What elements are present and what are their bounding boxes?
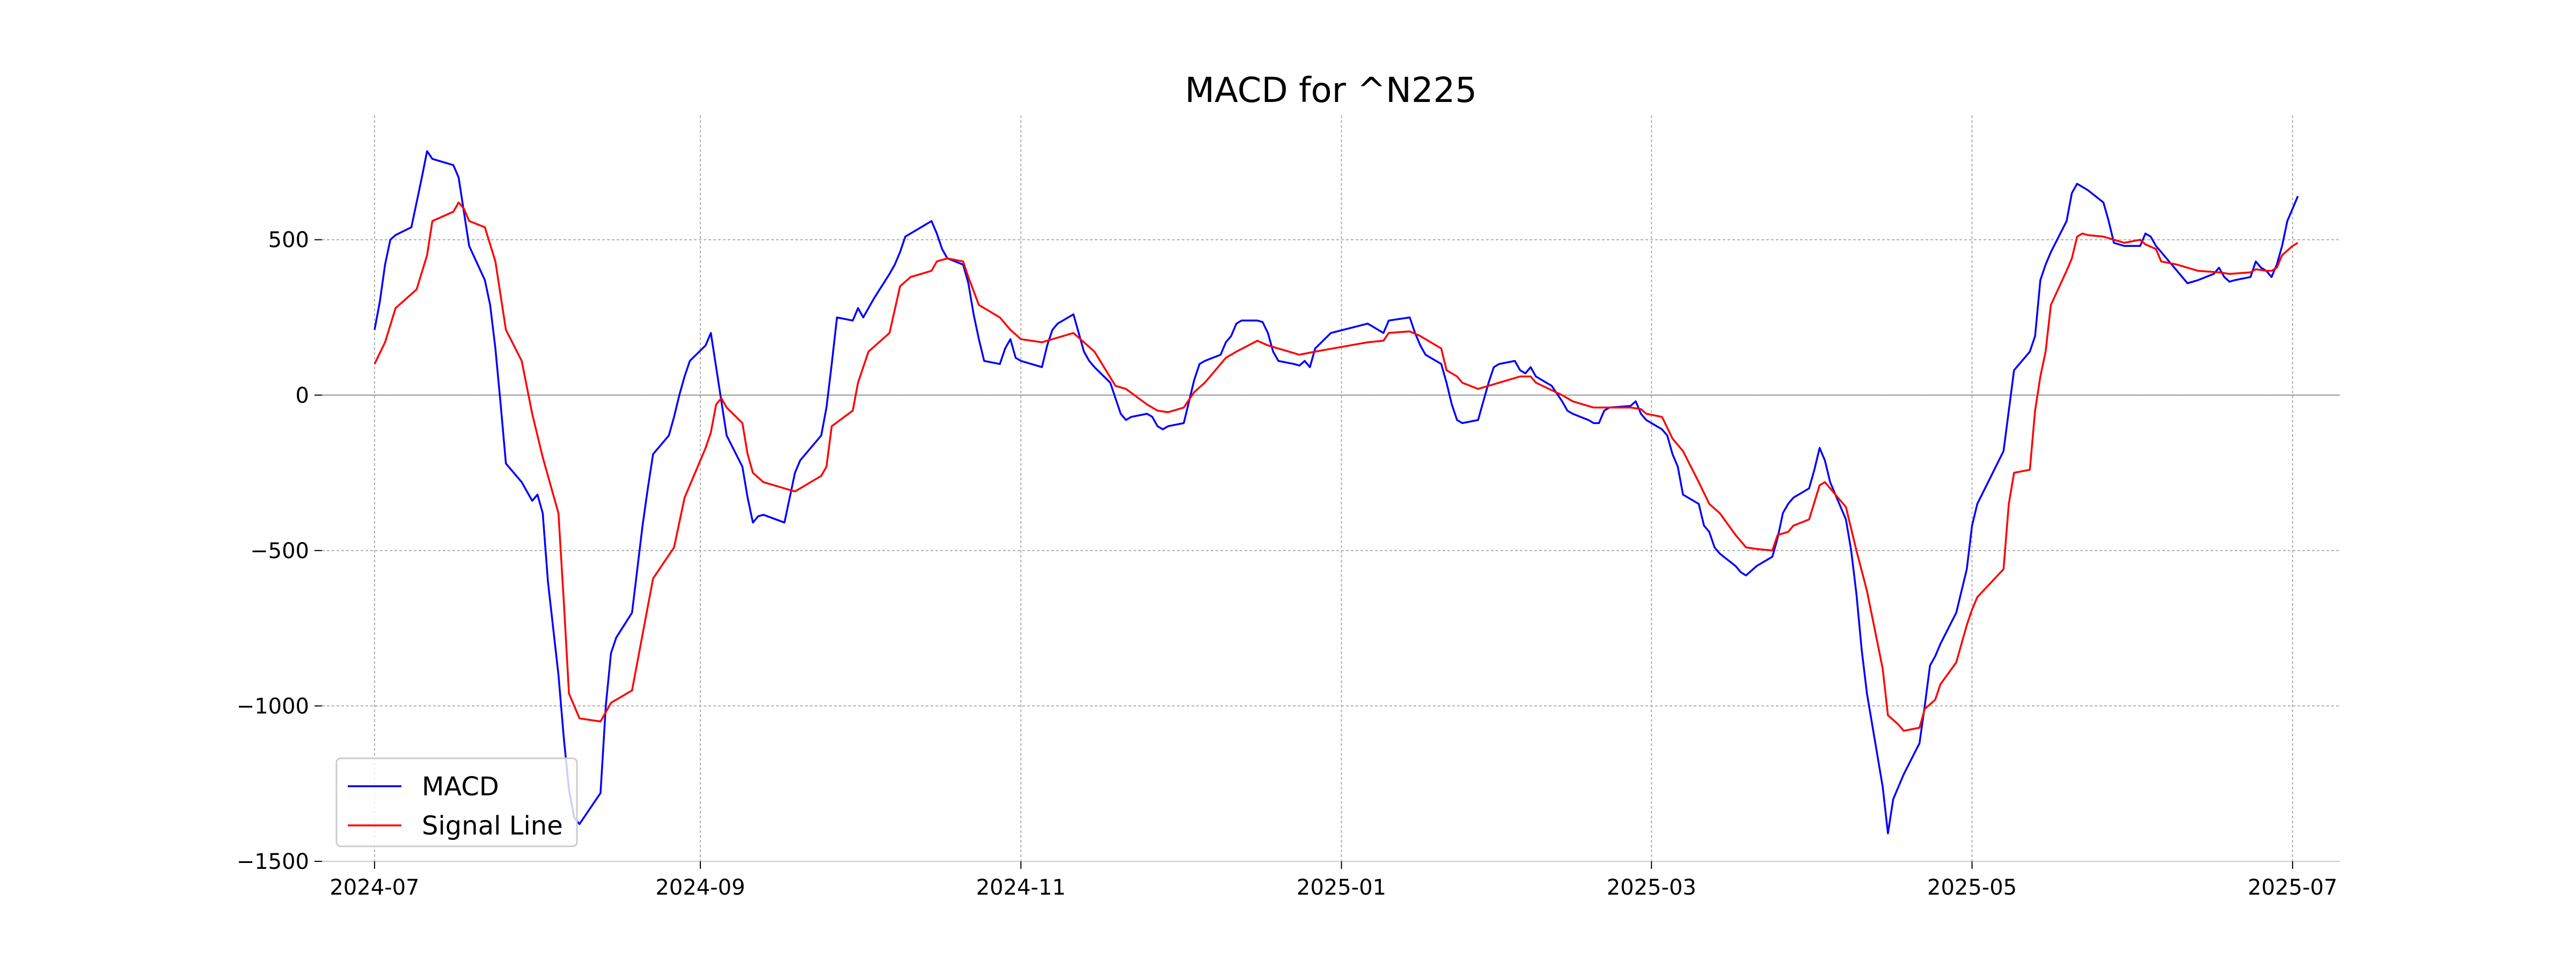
series-line-macd: [374, 150, 2299, 835]
x-tick-label: 2025-03: [1607, 875, 1696, 900]
y-tick-label: −1000: [237, 694, 309, 719]
x-tick-label: 2025-07: [2248, 875, 2337, 900]
series-lines: [374, 150, 2299, 835]
x-tick-label: 2024-07: [330, 875, 419, 900]
y-tick-label: −1500: [237, 850, 309, 874]
legend-box: [335, 757, 578, 847]
axes: 500 0 −500 −1000 −1500 2024-07 2024-09 2024-11 2…: [237, 228, 2340, 900]
x-tick-label: 2024-11: [976, 875, 1066, 900]
x-tick-label: 2025-01: [1297, 875, 1386, 900]
y-tick-label: 0: [296, 383, 309, 408]
series-line-signal-line: [374, 201, 2299, 732]
y-tick-label: 500: [268, 228, 309, 253]
legend-label-signal-line: Signal Line: [422, 811, 563, 841]
legend-label-macd: MACD: [422, 772, 499, 802]
chart-title: MACD for ^N225: [1185, 71, 1477, 111]
x-tick-label: 2024-09: [655, 875, 745, 900]
legend: MACD Signal Line: [335, 757, 578, 847]
y-tick-label: −500: [250, 539, 309, 564]
x-tick-label: 2025-05: [1927, 875, 2017, 900]
